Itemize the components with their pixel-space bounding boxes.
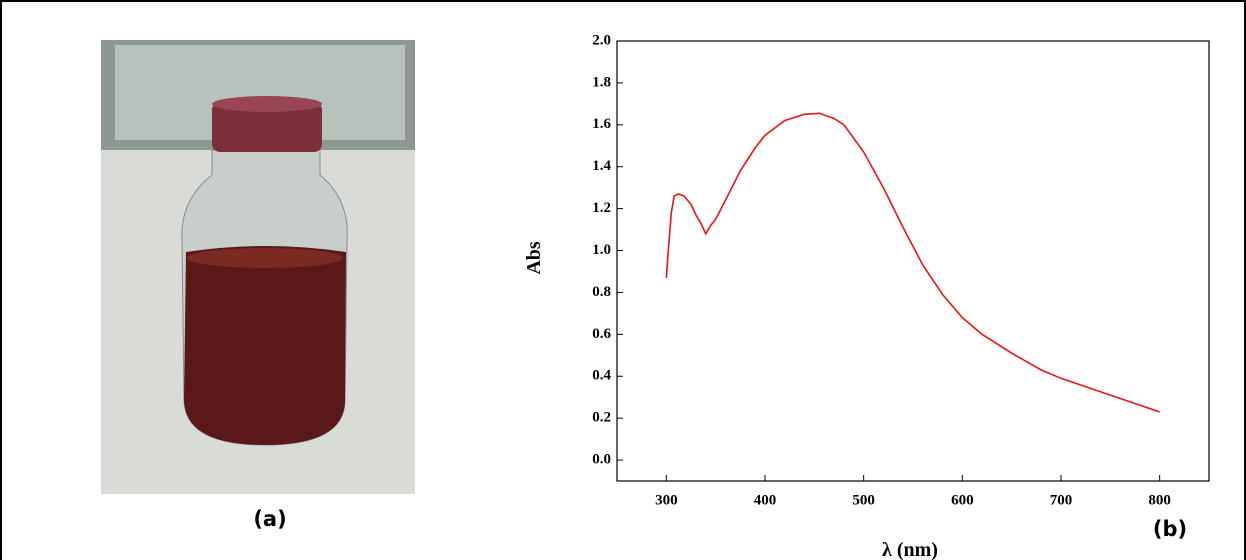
line [665, 112, 1160, 413]
y-tick-label: 1.8 [592, 74, 611, 90]
y-tick-label: 1.4 [592, 158, 611, 174]
y-tick-label: 0.6 [592, 326, 611, 342]
x-axis-label: λ (nm) [882, 539, 938, 560]
photo [101, 40, 415, 494]
x-tick-label: 700 [1050, 492, 1073, 508]
plot-frame [616, 40, 1210, 482]
y-tick-label: 0.0 [592, 451, 611, 467]
y-tick-label: 1.6 [592, 116, 611, 132]
x-tick-label: 600 [951, 492, 974, 508]
panel-label: (b) [1153, 517, 1187, 541]
y-tick-label: 0.4 [592, 368, 611, 384]
y-axis-label: Abs [523, 241, 545, 275]
x-tick-label: 800 [1148, 492, 1171, 508]
x-tick-label: 500 [852, 492, 875, 508]
y-tick-label: 1.2 [592, 200, 611, 216]
y-tick-label: 2.0 [592, 32, 611, 48]
y-tick-label: 0.8 [592, 284, 611, 300]
x-tick-label: 400 [754, 492, 777, 508]
x-tick-label: 300 [655, 492, 678, 508]
y-tick-label: 1.0 [592, 242, 611, 258]
y-tick-label: 0.2 [592, 410, 611, 426]
panel-label: (a) [253, 507, 286, 531]
